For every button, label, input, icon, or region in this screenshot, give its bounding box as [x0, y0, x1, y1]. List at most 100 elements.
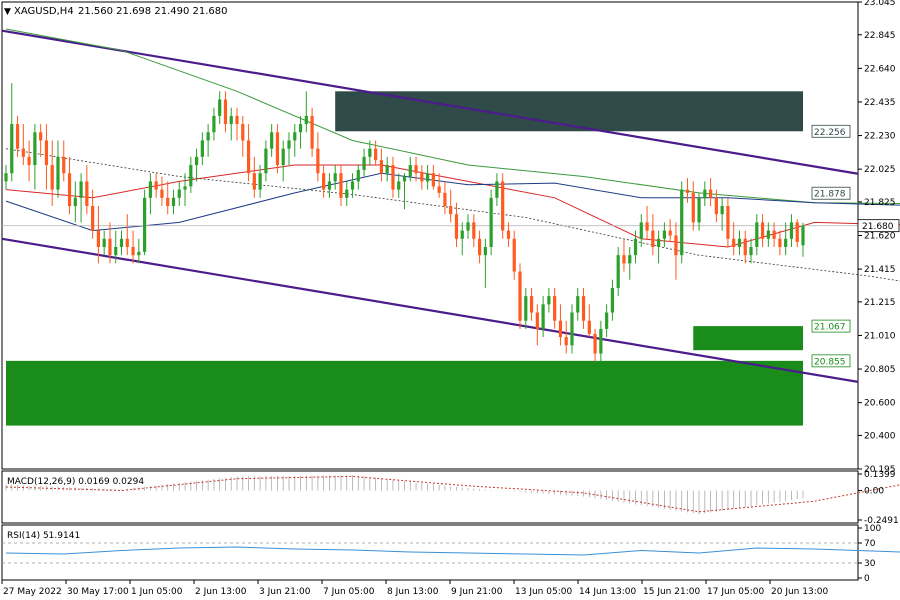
- candle-body: [229, 115, 233, 125]
- collapse-arrow-icon[interactable]: ▼: [4, 7, 11, 17]
- candle-body: [183, 186, 187, 190]
- zones-layer: [6, 91, 803, 426]
- candle-body: [345, 189, 349, 198]
- candle-body: [397, 181, 401, 190]
- candle-body: [743, 238, 747, 256]
- candle-body: [333, 173, 337, 182]
- candle-body: [39, 132, 43, 141]
- candle-body: [581, 296, 586, 321]
- y-tick-label: 21.215: [864, 298, 896, 308]
- candle-body: [171, 197, 176, 207]
- candle-body: [391, 165, 395, 190]
- candle-body: [414, 165, 418, 174]
- candle-body: [385, 165, 389, 174]
- candle-body: [674, 235, 678, 256]
- candle-body: [374, 148, 378, 161]
- candle-body: [506, 230, 511, 239]
- y-tick-label: 21.825: [864, 198, 896, 208]
- candle-body: [680, 189, 684, 256]
- candle-body: [628, 255, 632, 264]
- candle-body: [605, 312, 609, 329]
- candle-body: [610, 287, 615, 313]
- candle-body: [102, 238, 106, 247]
- y-tick-label: 22.845: [864, 31, 896, 41]
- candle-body: [241, 124, 245, 141]
- candle-body: [402, 176, 407, 182]
- candle-body: [512, 238, 516, 272]
- candle-body: [714, 197, 718, 215]
- channel-upper-line: [1, 29, 859, 175]
- candle-body: [616, 255, 620, 288]
- y-tick-label: 22.435: [864, 98, 896, 108]
- y-tick-label: 21.620: [864, 232, 896, 242]
- ma-layer: [2, 28, 900, 282]
- candle-body: [79, 181, 83, 198]
- current-price-label: 21.680: [862, 222, 894, 232]
- candle-body: [298, 124, 303, 133]
- y-tick-label: 22.640: [864, 64, 896, 74]
- candle-body: [44, 140, 49, 166]
- candle-body: [720, 206, 724, 215]
- candle-body: [529, 296, 534, 313]
- candle-body: [622, 255, 626, 264]
- y-tick-label: 22.230: [864, 132, 896, 142]
- candle-body: [154, 181, 158, 190]
- candle-body: [685, 189, 690, 193]
- candle-body: [477, 238, 482, 256]
- rsi-label: RSI(14) 51.9141: [7, 531, 80, 541]
- candle-body: [194, 156, 199, 166]
- candle-body: [270, 132, 274, 149]
- candle-body: [801, 225, 805, 246]
- rsi-y-label: 30: [864, 559, 876, 569]
- zone-price-label: 20.855: [814, 357, 846, 367]
- candle-body: [547, 296, 551, 305]
- candle-body: [501, 181, 505, 231]
- candle-body: [587, 320, 591, 334]
- y-tick-label: 21.415: [864, 265, 896, 275]
- candle-body: [119, 238, 124, 247]
- candle-body: [651, 230, 655, 247]
- candle-body: [558, 320, 563, 338]
- candle-body: [760, 222, 765, 239]
- zone-price-tag: [811, 354, 851, 368]
- candle-body: [281, 148, 285, 166]
- candle-body: [56, 156, 60, 190]
- candle-body: [356, 169, 360, 182]
- candle-body: [108, 238, 112, 256]
- y-tick-label: 20.400: [864, 431, 896, 441]
- candle-body: [553, 296, 557, 321]
- candle-body: [223, 99, 228, 125]
- candle-body: [73, 197, 77, 207]
- rsi-y-label: 100: [864, 524, 881, 534]
- x-tick-label: 20 Jun 13:00: [771, 587, 828, 597]
- x-tick-label: 30 May 17:00: [67, 587, 129, 597]
- candle-body: [466, 222, 470, 231]
- candle-body: [15, 124, 20, 149]
- zone-price-tag: [811, 124, 851, 138]
- candle-body: [576, 296, 580, 313]
- rsi-plot-frame: [1, 524, 859, 581]
- candle-body: [177, 189, 181, 198]
- y-tick-label: 20.805: [864, 365, 896, 375]
- candle-body: [426, 173, 430, 182]
- y-tick-label: 20.600: [864, 399, 896, 409]
- candle-body: [287, 140, 291, 149]
- candle-body: [96, 230, 101, 247]
- candle-body: [570, 312, 574, 346]
- candle-body: [125, 238, 129, 247]
- candle-body: [703, 189, 707, 198]
- candle-body: [483, 246, 487, 256]
- candle-body: [789, 222, 794, 239]
- candle-body: [235, 115, 239, 125]
- price-labels: 22.256 21.878 21.680 21.067 20.855: [811, 124, 900, 368]
- moving-average-line: [5, 172, 900, 232]
- trend-dotted-line: [5, 148, 900, 282]
- y-tick-label: 20.195: [864, 465, 896, 475]
- candle-body: [449, 206, 453, 215]
- candle-body: [264, 148, 268, 174]
- candle-body: [518, 271, 522, 321]
- macd-layer: 0.1399 0.00 -0.2491: [5, 470, 900, 526]
- candle-body: [524, 296, 528, 321]
- macd-label: MACD(12,26,9) 0.0169 0.0294: [7, 477, 144, 487]
